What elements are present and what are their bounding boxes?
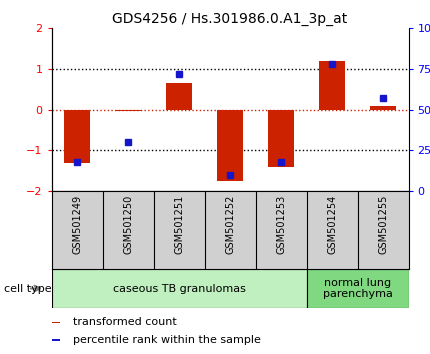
Text: GSM501250: GSM501250	[123, 195, 133, 254]
Bar	[268, 110, 294, 167]
Text: normal lung
parenchyma: normal lung parenchyma	[322, 278, 393, 299]
Bar	[52, 269, 307, 308]
Title: GDS4256 / Hs.301986.0.A1_3p_at: GDS4256 / Hs.301986.0.A1_3p_at	[112, 12, 348, 26]
Bar	[319, 61, 345, 110]
Text: percentile rank within the sample: percentile rank within the sample	[73, 335, 261, 345]
Bar	[64, 110, 90, 163]
Text: GSM501253: GSM501253	[276, 195, 286, 254]
Bar	[217, 110, 243, 181]
Bar	[52, 339, 60, 341]
Text: cell type: cell type	[4, 284, 52, 293]
Bar	[52, 322, 60, 323]
Text: GSM501255: GSM501255	[378, 195, 388, 255]
Text: GSM501251: GSM501251	[174, 195, 184, 254]
Text: GSM501249: GSM501249	[72, 195, 82, 254]
Bar	[370, 107, 396, 110]
Bar	[166, 83, 192, 110]
Text: GSM501254: GSM501254	[327, 195, 337, 254]
Bar	[307, 269, 408, 308]
Text: caseous TB granulomas: caseous TB granulomas	[113, 284, 246, 293]
Text: GSM501252: GSM501252	[225, 195, 235, 255]
Text: transformed count: transformed count	[73, 318, 177, 327]
